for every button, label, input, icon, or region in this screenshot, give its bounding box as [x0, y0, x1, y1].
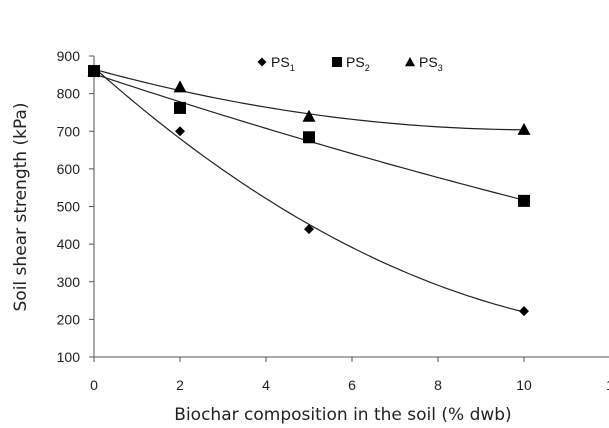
data-point-ps3 [173, 80, 187, 93]
legend-label: PS1 [271, 54, 295, 73]
data-point-ps1 [175, 126, 185, 137]
x-tick-label: 8 [434, 377, 442, 393]
legend-item-ps2: PS2 [332, 54, 370, 73]
data-point-ps3 [517, 122, 531, 135]
y-tick-label: 400 [57, 236, 81, 252]
y-tick-label: 600 [57, 161, 81, 177]
y-tick-labels: 100 200 300 400 500 600 700 800 900 [57, 48, 81, 365]
x-tick-label: 2 [176, 377, 184, 393]
data-point-ps3 [302, 109, 316, 122]
data-point-ps1 [304, 224, 314, 235]
x-axis-label: Biochar composition in the soil (% dwb) [174, 405, 511, 425]
y-tick-label: 300 [57, 274, 81, 290]
y-axis-label: Soil shear strength (kPa) [11, 103, 31, 312]
x-tick-labels: 0 2 4 6 8 10 1 [90, 377, 609, 393]
data-point-ps2 [518, 194, 530, 207]
y-tick-label: 900 [57, 48, 81, 64]
data-points [87, 64, 531, 317]
x-tick-label: 1 [606, 377, 609, 393]
trend-lines [93, 67, 525, 313]
legend-label: PS3 [419, 54, 443, 73]
axes [89, 55, 609, 362]
y-tick-label: 500 [57, 199, 81, 215]
data-point-ps2 [174, 101, 186, 114]
legend-marker-square [332, 57, 342, 67]
x-tick-label: 4 [262, 377, 270, 393]
y-tick-label: 800 [57, 86, 81, 102]
legend-item-ps1: PS1 [257, 54, 295, 73]
x-tick-label: 6 [348, 377, 356, 393]
legend-label: PS2 [346, 54, 370, 73]
legend-item-ps3: PS3 [405, 54, 443, 73]
legend-marker-diamond [257, 57, 267, 67]
data-point-ps3 [87, 64, 101, 77]
trend-line-ps1 [93, 67, 525, 313]
y-tick-label: 700 [57, 123, 81, 139]
x-tick-label: 10 [516, 377, 532, 393]
data-point-ps1 [519, 306, 529, 317]
legend-marker-triangle [405, 57, 415, 67]
x-tick-label: 0 [90, 377, 98, 393]
data-point-ps2 [303, 131, 315, 144]
y-tick-label: 200 [57, 311, 81, 327]
y-tick-label: 100 [57, 349, 81, 365]
legend: PS1 PS2 PS3 [257, 54, 443, 73]
